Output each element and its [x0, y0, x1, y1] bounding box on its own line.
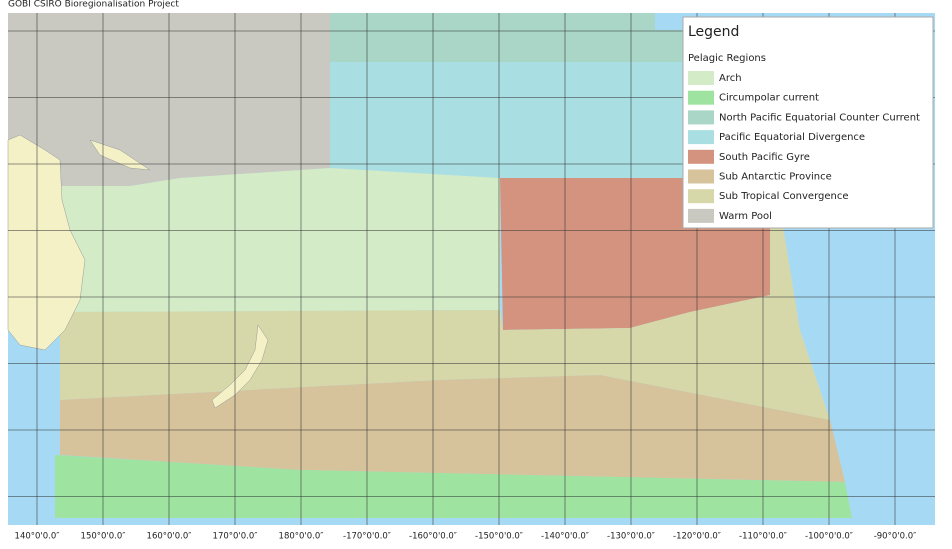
longitude-label: -150°0'0.0″: [475, 532, 523, 542]
legend-label: Sub Tropical Convergence: [719, 191, 849, 202]
longitude-label: -90°0'0.0″: [874, 532, 917, 542]
graticule-labels: 140°0'0.0″ 150°0'0.0″ 160°0'0.0″ 170°0'0.0″…: [15, 532, 917, 542]
legend-label: Arch: [719, 73, 742, 84]
legend-swatch: [688, 130, 714, 145]
region: [55, 455, 852, 518]
legend-swatch: [688, 189, 714, 204]
map-title: GOBI CSIRO Bioregionalisation Project: [8, 0, 179, 10]
region: [60, 375, 845, 482]
legend-items: Arch Circumpolar current North Pacific Equ…: [688, 71, 920, 223]
land: [7, 134, 86, 351]
region: [330, 62, 770, 178]
longitude-label: -120°0'0.0″: [673, 532, 721, 542]
legend-label: Sub Antarctic Province: [719, 172, 832, 183]
legend-box: [682, 16, 934, 229]
legend-swatch: [688, 71, 714, 85]
legend-swatch: [688, 149, 714, 164]
legend-label: South Pacific Gyre: [719, 152, 810, 163]
land: [89, 139, 151, 171]
longitude-label: 160°0'0.0″: [147, 532, 192, 542]
longitude-label: -160°0'0.0″: [409, 532, 457, 542]
longitude-label: -110°0'0.0″: [739, 532, 787, 542]
legend: Legend Pelagic Regions Arch Circumpolar c…: [682, 16, 934, 229]
legend-label: Pacific Equatorial Divergence: [719, 132, 865, 143]
longitude-label: -140°0'0.0″: [541, 532, 589, 542]
region: [60, 168, 500, 312]
legend-group: Pelagic Regions: [688, 53, 766, 64]
longitude-label: -100°0'0.0″: [805, 532, 853, 542]
legend-label: Warm Pool: [719, 211, 772, 222]
longitude-label: 180°0'0.0″: [279, 532, 324, 542]
legend-swatch: [688, 169, 714, 184]
legend-label: North Pacific Equatorial Counter Current: [719, 112, 920, 123]
legend-swatch: [688, 208, 714, 223]
region: [330, 13, 770, 62]
longitude-label: 170°0'0.0″: [213, 532, 258, 542]
legend-swatch: [688, 110, 714, 125]
legend-label: Circumpolar current: [719, 93, 819, 104]
legend-title: Legend: [688, 24, 739, 40]
longitude-label: 140°0'0.0″: [15, 532, 60, 542]
longitude-label: -170°0'0.0″: [343, 532, 391, 542]
longitude-label: 150°0'0.0″: [81, 532, 126, 542]
legend-swatch: [688, 90, 714, 105]
longitude-label: -130°0'0.0″: [607, 532, 655, 542]
